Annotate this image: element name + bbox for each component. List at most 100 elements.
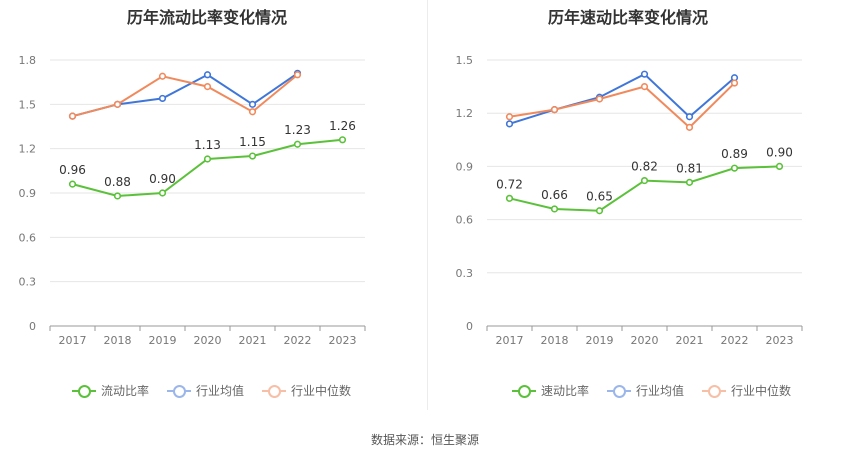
data-point bbox=[248, 108, 257, 116]
data-point bbox=[293, 140, 302, 148]
y-tick-label: 0 bbox=[466, 320, 473, 333]
x-tick-label: 2021 bbox=[676, 334, 704, 347]
legend-dot bbox=[78, 384, 91, 398]
data-point bbox=[640, 176, 649, 185]
data-point bbox=[68, 112, 77, 120]
legend-marker-icon bbox=[607, 384, 632, 398]
legend-label: 流动比率 bbox=[101, 384, 150, 398]
legend-dot bbox=[518, 384, 531, 398]
data-label: 1.13 bbox=[194, 138, 221, 152]
y-tick-label: 0.3 bbox=[456, 267, 474, 280]
series-line bbox=[72, 72, 299, 118]
y-tick-label: 0.6 bbox=[19, 231, 37, 244]
data-label: 1.23 bbox=[284, 123, 311, 137]
y-tick-label: 0.3 bbox=[19, 276, 37, 289]
data-label: 0.88 bbox=[104, 175, 131, 189]
chart-title-current-ratio: 历年流动比率变化情况 bbox=[126, 8, 287, 27]
data-point bbox=[595, 95, 604, 103]
legend-marker-icon bbox=[512, 384, 536, 398]
data-label: 1.15 bbox=[239, 135, 266, 149]
legend-label: 速动比率 bbox=[541, 384, 590, 398]
data-label: 0.90 bbox=[149, 172, 176, 186]
legend-dot bbox=[708, 384, 722, 398]
chart-divider bbox=[427, 0, 428, 410]
series-line bbox=[509, 72, 736, 125]
legend-label: 行业均值 bbox=[636, 384, 685, 398]
legend-item-industry-median[interactable]: 行业中位数 bbox=[702, 382, 791, 399]
x-tick-label: 2017 bbox=[59, 334, 87, 347]
legend-item-industry-average[interactable]: 行业均值 bbox=[167, 382, 244, 399]
legend-item-industry-median[interactable]: 行业中位数 bbox=[262, 382, 351, 399]
y-tick-label: 1.2 bbox=[456, 107, 474, 120]
legend-dot bbox=[173, 384, 187, 398]
legend-dot bbox=[613, 384, 627, 398]
quick-ratio-legend: 速动比率 行业均值 行业中位数 bbox=[512, 382, 791, 399]
x-tick-label: 2020 bbox=[194, 334, 222, 347]
data-point bbox=[158, 72, 167, 80]
legend-dot bbox=[268, 384, 282, 398]
data-point bbox=[113, 192, 122, 200]
x-tick-label: 2022 bbox=[284, 334, 312, 347]
legend-item-industry-average[interactable]: 行业均值 bbox=[607, 382, 684, 399]
y-tick-label: 0.9 bbox=[456, 160, 474, 173]
x-tick-label: 2023 bbox=[329, 334, 357, 347]
data-point bbox=[68, 180, 77, 188]
data-point bbox=[550, 205, 559, 213]
data-point bbox=[685, 123, 694, 131]
data-point bbox=[595, 207, 604, 215]
data-point bbox=[730, 79, 739, 87]
data-point bbox=[158, 94, 167, 103]
y-tick-label: 0.9 bbox=[19, 187, 37, 200]
data-label: 0.65 bbox=[586, 190, 613, 204]
data-point bbox=[730, 164, 739, 172]
data-label: 0.72 bbox=[496, 177, 523, 191]
data-label: 0.82 bbox=[631, 160, 658, 174]
series-line bbox=[72, 74, 299, 118]
data-label: 0.66 bbox=[541, 188, 568, 202]
data-point bbox=[203, 155, 212, 163]
series-line bbox=[509, 82, 736, 129]
data-point bbox=[505, 194, 514, 202]
data-label: 1.26 bbox=[329, 119, 356, 133]
legend-marker-icon bbox=[72, 384, 96, 398]
y-tick-label: 0 bbox=[29, 320, 36, 333]
legend-label: 行业均值 bbox=[196, 384, 245, 398]
data-point bbox=[685, 178, 694, 186]
y-tick-label: 1.5 bbox=[456, 54, 474, 67]
chart-title-quick-ratio: 历年速动比率变化情况 bbox=[547, 8, 708, 27]
data-point bbox=[338, 136, 347, 144]
x-tick-label: 2022 bbox=[721, 334, 749, 347]
current-ratio-chart: 0 0.3 0.6 0.9 1.2 1.5 1.8 2017 2018 2019 2020 2021 2… bbox=[19, 54, 366, 347]
y-tick-label: 0.6 bbox=[456, 214, 474, 227]
legend-marker-icon bbox=[702, 384, 727, 398]
data-point bbox=[113, 100, 122, 108]
data-label: 0.90 bbox=[766, 145, 793, 159]
data-point bbox=[293, 71, 302, 79]
data-point bbox=[505, 120, 514, 128]
x-tick-label: 2017 bbox=[496, 334, 524, 347]
x-tick-label: 2021 bbox=[239, 334, 267, 347]
quick-ratio-chart: 0 0.3 0.6 0.9 1.2 1.5 2017 2018 2019 2020 2021 2022… bbox=[456, 54, 803, 347]
legend-label: 行业中位数 bbox=[291, 384, 352, 398]
y-tick-label: 1.5 bbox=[19, 98, 37, 111]
y-tick-label: 1.2 bbox=[19, 143, 37, 156]
y-tick-label: 1.8 bbox=[19, 54, 37, 67]
data-point bbox=[158, 189, 167, 197]
data-point bbox=[248, 152, 257, 160]
data-point bbox=[203, 71, 212, 79]
x-tick-label: 2019 bbox=[149, 334, 177, 347]
data-point bbox=[505, 113, 514, 121]
data-point bbox=[685, 113, 694, 121]
x-tick-label: 2020 bbox=[631, 334, 659, 347]
legend-item-quick-ratio[interactable]: 速动比率 bbox=[512, 382, 589, 399]
legend-item-current-ratio[interactable]: 流动比率 bbox=[72, 382, 149, 399]
x-tick-label: 2018 bbox=[541, 334, 569, 347]
current-ratio-legend: 流动比率 行业均值 行业中位数 bbox=[72, 382, 351, 399]
data-point bbox=[640, 82, 649, 91]
data-point bbox=[248, 100, 257, 108]
legend-label: 行业中位数 bbox=[731, 384, 792, 398]
data-source-note: 数据来源：恒生聚源 bbox=[370, 433, 479, 447]
data-point bbox=[550, 106, 559, 114]
data-point bbox=[640, 70, 649, 78]
data-point bbox=[203, 82, 212, 91]
